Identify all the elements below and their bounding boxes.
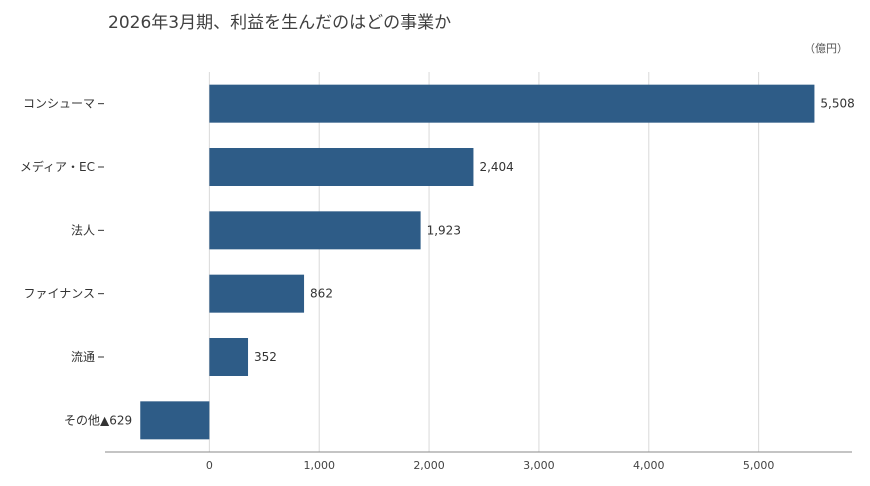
- value-label: 2,404: [479, 160, 513, 174]
- grid-layer: [208, 72, 760, 452]
- value-label: 862: [310, 287, 333, 301]
- category-label: ファイナンス: [23, 287, 95, 301]
- chart-title: 2026年3月期、利益を生んだのはどの事業か: [108, 13, 452, 33]
- x-tick-label: 3,000: [523, 459, 555, 472]
- x-tick-label: 2,000: [413, 459, 445, 472]
- bar: [209, 274, 305, 313]
- value-label: ▲629: [100, 413, 132, 427]
- x-tick-label: 1,000: [303, 459, 335, 472]
- category-label: 法人: [71, 223, 95, 237]
- category-label: メディア・EC: [20, 159, 95, 174]
- value-label: 1,923: [427, 223, 461, 237]
- bar: [209, 211, 421, 250]
- x-tick-label: 4,000: [633, 459, 665, 472]
- bar: [140, 401, 210, 440]
- bar: [209, 84, 815, 123]
- bar: [209, 148, 474, 186]
- category-label: その他: [64, 413, 100, 427]
- label-layer: 0 1,000 2,000 3,000 4,000 5,000 コンシューマ 5,508 メディ…: [20, 97, 855, 472]
- bar-layer: [140, 84, 815, 440]
- axis-layer: [98, 103, 852, 453]
- unit-label: （億円）: [804, 42, 848, 55]
- x-tick-label: 5,000: [743, 459, 775, 472]
- value-label: 352: [254, 350, 277, 364]
- value-label: 5,508: [820, 97, 854, 111]
- x-tick-label: 0: [206, 459, 213, 472]
- bar: [209, 338, 249, 376]
- category-label: コンシューマ: [23, 97, 95, 111]
- category-label: 流通: [71, 350, 95, 364]
